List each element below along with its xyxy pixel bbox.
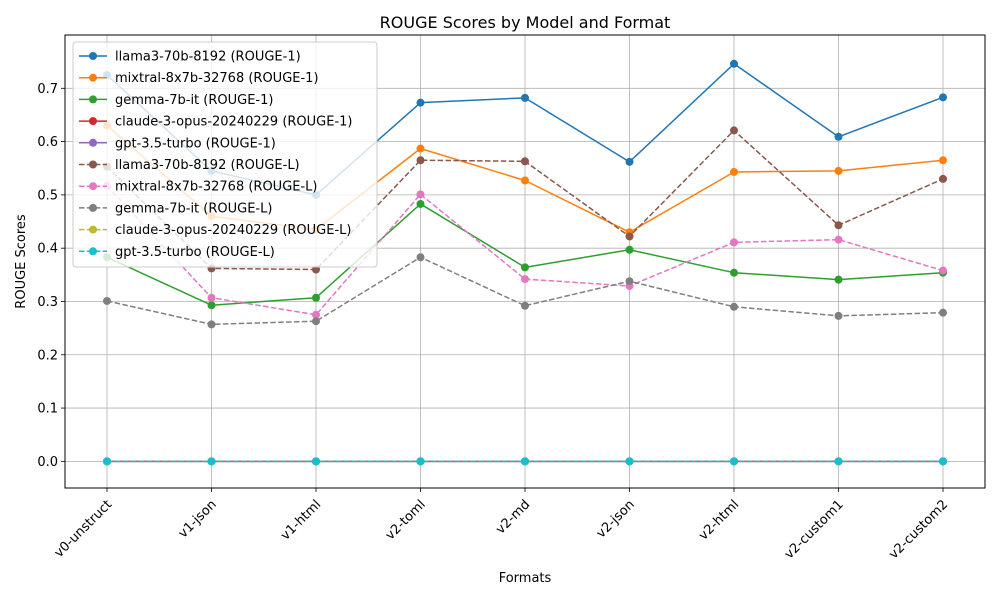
x-tick-label: v0-unstruct — [52, 497, 116, 561]
legend-swatch-marker — [89, 117, 97, 126]
y-tick-label: 0.6 — [37, 135, 58, 150]
data-point — [312, 317, 320, 326]
legend-label: claude-3-opus-20240229 (ROUGE-1) — [115, 115, 353, 130]
y-tick-label: 0.7 — [37, 82, 58, 97]
series-9 — [103, 457, 947, 466]
data-point — [521, 176, 529, 185]
legend-label: mixtral-8x7b-32768 (ROUGE-L) — [115, 180, 318, 195]
data-point — [521, 275, 529, 284]
legend-swatch-marker — [89, 182, 97, 191]
data-point — [625, 457, 634, 466]
legend-label: llama3-70b-8192 (ROUGE-1) — [115, 50, 301, 65]
legend: llama3-70b-8192 (ROUGE-1) mixtral-8x7b-32… — [72, 41, 378, 268]
legend-swatch-marker — [89, 138, 97, 147]
data-point — [416, 253, 425, 262]
data-point — [103, 296, 111, 305]
data-point — [207, 293, 216, 302]
x-tick-label: v2-custom1 — [782, 497, 847, 562]
data-point — [521, 263, 529, 272]
data-point — [834, 275, 843, 284]
legend-frame — [72, 41, 378, 268]
data-point — [939, 174, 947, 183]
y-tick-label: 0.3 — [37, 295, 58, 310]
data-point — [312, 293, 320, 302]
legend-swatch-marker — [89, 95, 97, 104]
y-tick-label: 0.5 — [37, 188, 58, 203]
series-7 — [103, 253, 947, 329]
legend-label: gpt-3.5-turbo (ROUGE-1) — [115, 136, 276, 151]
data-point — [521, 93, 529, 102]
data-point — [416, 156, 425, 165]
legend-label: gpt-3.5-turbo (ROUGE-L) — [115, 245, 275, 260]
x-tick-label: v2-html — [696, 497, 742, 543]
data-point — [207, 301, 216, 310]
x-tick-label: v2-custom2 — [886, 497, 951, 562]
data-point — [625, 157, 634, 166]
legend-label: llama3-70b-8192 (ROUGE-L) — [115, 158, 300, 173]
data-point — [939, 156, 947, 165]
x-tick-label: v2-md — [493, 497, 533, 537]
data-point — [625, 245, 634, 254]
data-point — [521, 457, 529, 466]
x-tick-label: v1-json — [176, 497, 220, 541]
data-point — [103, 457, 111, 466]
data-point — [834, 457, 843, 466]
data-point — [834, 132, 843, 141]
legend-swatch-marker — [89, 203, 97, 212]
data-point — [730, 167, 738, 176]
data-point — [312, 457, 320, 466]
data-point — [834, 235, 843, 244]
data-point — [521, 157, 529, 166]
data-point — [939, 266, 947, 275]
data-point — [939, 308, 947, 317]
data-point — [730, 126, 738, 135]
data-point — [834, 221, 843, 230]
data-point — [416, 144, 425, 153]
legend-swatch-marker — [89, 73, 97, 82]
data-point — [416, 457, 425, 466]
data-point — [730, 268, 738, 277]
data-point — [939, 93, 947, 102]
x-tick-label: v2-toml — [383, 497, 429, 543]
legend-swatch-marker — [89, 160, 97, 169]
y-tick-label: 0.1 — [37, 402, 58, 417]
x-tick-label: v1-html — [278, 497, 324, 543]
legend-label: claude-3-opus-20240229 (ROUGE-L) — [115, 223, 351, 238]
data-point — [416, 98, 425, 107]
chart-title: ROUGE Scores by Model and Format — [380, 13, 671, 32]
data-point — [730, 238, 738, 247]
data-point — [521, 301, 529, 310]
legend-label: gemma-7b-it (ROUGE-1) — [115, 93, 273, 108]
data-point — [207, 457, 216, 466]
data-point — [416, 199, 425, 208]
data-point — [625, 277, 634, 286]
data-point — [834, 311, 843, 320]
data-point — [416, 190, 425, 199]
data-point — [939, 457, 947, 466]
legend-swatch-marker — [89, 225, 97, 234]
data-point — [834, 166, 843, 175]
x-axis-title: Formats — [499, 571, 552, 586]
data-point — [625, 232, 634, 241]
y-axis-title: ROUGE Scores — [14, 214, 29, 309]
x-tick-label: v2-json — [594, 497, 638, 541]
legend-swatch-marker — [89, 52, 97, 60]
data-point — [207, 320, 216, 329]
y-tick-label: 0.4 — [37, 242, 58, 257]
data-point — [730, 302, 738, 311]
data-point — [312, 310, 320, 319]
legend-label: gemma-7b-it (ROUGE-L) — [115, 201, 272, 216]
y-tick-label: 0.2 — [37, 348, 58, 363]
legend-label: mixtral-8x7b-32768 (ROUGE-1) — [115, 71, 319, 86]
data-point — [730, 59, 738, 68]
data-point — [730, 457, 738, 466]
y-tick-label: 0.0 — [37, 455, 58, 470]
legend-swatch-marker — [89, 247, 97, 256]
